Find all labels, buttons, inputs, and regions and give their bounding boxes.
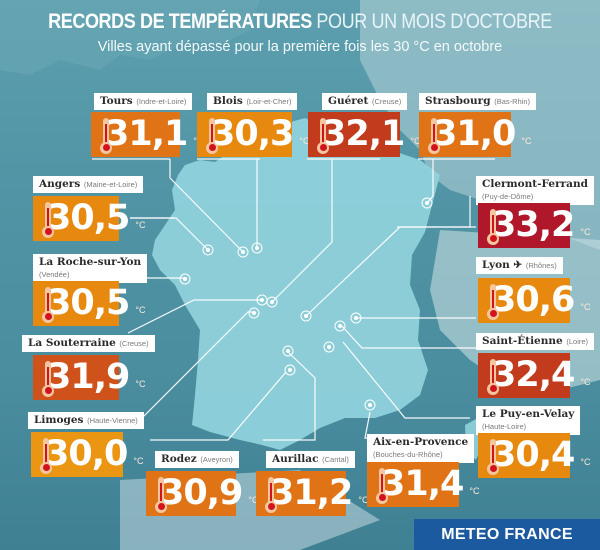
temperature-value: 30,0 <box>45 434 128 474</box>
unit: °C <box>135 304 146 315</box>
city-dept: (Creuse) <box>119 339 149 348</box>
city-label: Angers (Maine-et-Loire) <box>33 176 144 193</box>
city-name: Clermont-Ferrand <box>482 178 588 190</box>
city-label: Lyon ✈ (Rhônes) <box>476 257 563 274</box>
temperature-box: 30,0 °C <box>31 432 143 477</box>
city-dept: (Bas-Rhin) <box>494 97 531 106</box>
city-label: Guéret (Creuse) <box>322 93 408 110</box>
city-dept: (Aveyron) <box>200 455 233 464</box>
city-label: Aix-en-Provence (Bouches-du-Rhône) <box>367 434 475 463</box>
city-name: Limoges <box>34 414 84 426</box>
city-label: Rodez (Aveyron) <box>155 451 239 468</box>
city-label: Aurillac (Cantal) <box>266 451 355 468</box>
temperature-value: 32,4 <box>492 355 575 395</box>
unit: °C <box>299 135 310 146</box>
city-dept: (Indre-et-Loire) <box>136 97 187 106</box>
temperature-box: 30,3 °C <box>197 112 309 157</box>
city-dept: (Creuse) <box>372 97 402 106</box>
temperature-value: 30,6 <box>492 280 575 320</box>
temperature-box: 30,5 °C <box>33 281 145 326</box>
temperature-box: 31,2 °C <box>256 471 368 516</box>
city-dept: (Vendée) <box>39 270 70 279</box>
temperature-box: 30,6 °C <box>478 278 590 323</box>
city-dept: (Cantal) <box>322 455 349 464</box>
temperature-value: 30,3 <box>211 114 294 154</box>
unit: °C <box>135 378 146 389</box>
city-label: Saint-Étienne (Loire) <box>476 333 595 350</box>
temperature-box: 30,4 °C <box>478 433 590 478</box>
city-name: Strasbourg <box>425 95 491 107</box>
temperature-value: 30,4 <box>492 435 575 475</box>
city-dept: (Haute-Vienne) <box>87 416 138 425</box>
city-dept: (Loir-et-Cher) <box>246 97 292 106</box>
city-dept: (Puy-de-Dôme) <box>482 192 534 201</box>
city-name: Tours <box>100 95 133 107</box>
city-label: Tours (Indre-et-Loire) <box>94 93 193 110</box>
temperature-box: 31,1°C <box>91 112 203 157</box>
temperature-value: 33,2 <box>492 205 575 245</box>
city-name: Saint-Étienne <box>482 335 563 347</box>
city-dept: (Rhônes) <box>525 261 557 270</box>
page-title: RECORDS DE TEMPÉRATURES POUR UN MOIS D'O… <box>42 8 558 36</box>
temperature-value: 30,5 <box>47 283 130 323</box>
unit: °C <box>469 485 480 496</box>
city-label: Le Puy-en-Velay (Haute-Loire) <box>476 406 581 435</box>
temperature-box: 30,9 °C <box>146 471 258 516</box>
city-label: Blois (Loir-et-Cher) <box>207 93 298 110</box>
temperature-value: 31,0 <box>433 114 516 154</box>
city-name: Aurillac <box>272 453 319 465</box>
temperature-box: 31,9 °C <box>33 355 145 400</box>
unit: °C <box>133 455 144 466</box>
temperature-box: 31,0 °C <box>419 112 531 157</box>
city-name: Blois <box>213 95 243 107</box>
temperature-box: 32,1 °C <box>308 112 420 157</box>
temperature-box: 32,4 °C <box>478 353 590 398</box>
city-dept: (Loire) <box>566 337 589 346</box>
temperature-value: 31,2 <box>270 473 353 513</box>
city-dept: (Maine-et-Loire) <box>83 180 138 189</box>
city-name: La Roche-sur-Yon <box>39 256 142 268</box>
unit: °C <box>248 494 259 505</box>
unit: °C <box>358 494 369 505</box>
temperature-value: 31,9 <box>47 357 130 397</box>
temperature-box: 30,5 °C <box>33 196 145 241</box>
temperature-value: 30,5 <box>47 198 130 238</box>
unit: °C <box>580 456 591 467</box>
header: RECORDS DE TEMPÉRATURES POUR UN MOIS D'O… <box>0 8 600 55</box>
temperature-value: 32,1 <box>322 114 405 154</box>
city-name: Angers <box>39 178 81 190</box>
city-label: Clermont-Ferrand (Puy-de-Dôme) <box>476 176 594 205</box>
title-light: POUR UN MOIS D'OCTOBRE <box>316 10 552 33</box>
city-name: Le Puy-en-Velay <box>482 408 575 420</box>
meteo-france-logo: METEO FRANCE <box>414 519 600 550</box>
city-name: Guéret <box>328 95 369 107</box>
temperature-value: 31,4 <box>381 464 464 504</box>
unit: °C <box>580 226 591 237</box>
unit: °C <box>580 301 591 312</box>
unit: °C <box>580 376 591 387</box>
temperature-box: 31,4 °C <box>367 462 479 507</box>
unit: °C <box>521 135 532 146</box>
unit: °C <box>410 135 421 146</box>
city-label: Limoges (Haute-Vienne) <box>28 412 144 429</box>
city-name: Aix-en-Provence <box>373 436 469 448</box>
city-label: La Roche-sur-Yon (Vendée) <box>33 254 148 283</box>
temperature-box: 33,2 °C <box>478 203 590 248</box>
city-name: Rodez <box>161 453 197 465</box>
city-name: Lyon ✈ <box>482 259 523 271</box>
temperature-value: 31,1 <box>105 114 188 154</box>
city-label: Strasbourg (Bas-Rhin) <box>419 93 537 110</box>
city-dept: (Bouches-du-Rhône) <box>373 450 443 459</box>
subtitle: Villes ayant dépassé pour la première fo… <box>97 39 503 55</box>
title-bold: RECORDS DE TEMPÉRATURES <box>48 10 312 33</box>
unit: °C <box>135 219 146 230</box>
city-name: La Souterraine <box>28 337 116 349</box>
temperature-value: 30,9 <box>160 473 243 513</box>
city-label: La Souterraine (Creuse) <box>22 335 155 352</box>
city-dept: (Haute-Loire) <box>482 422 527 431</box>
